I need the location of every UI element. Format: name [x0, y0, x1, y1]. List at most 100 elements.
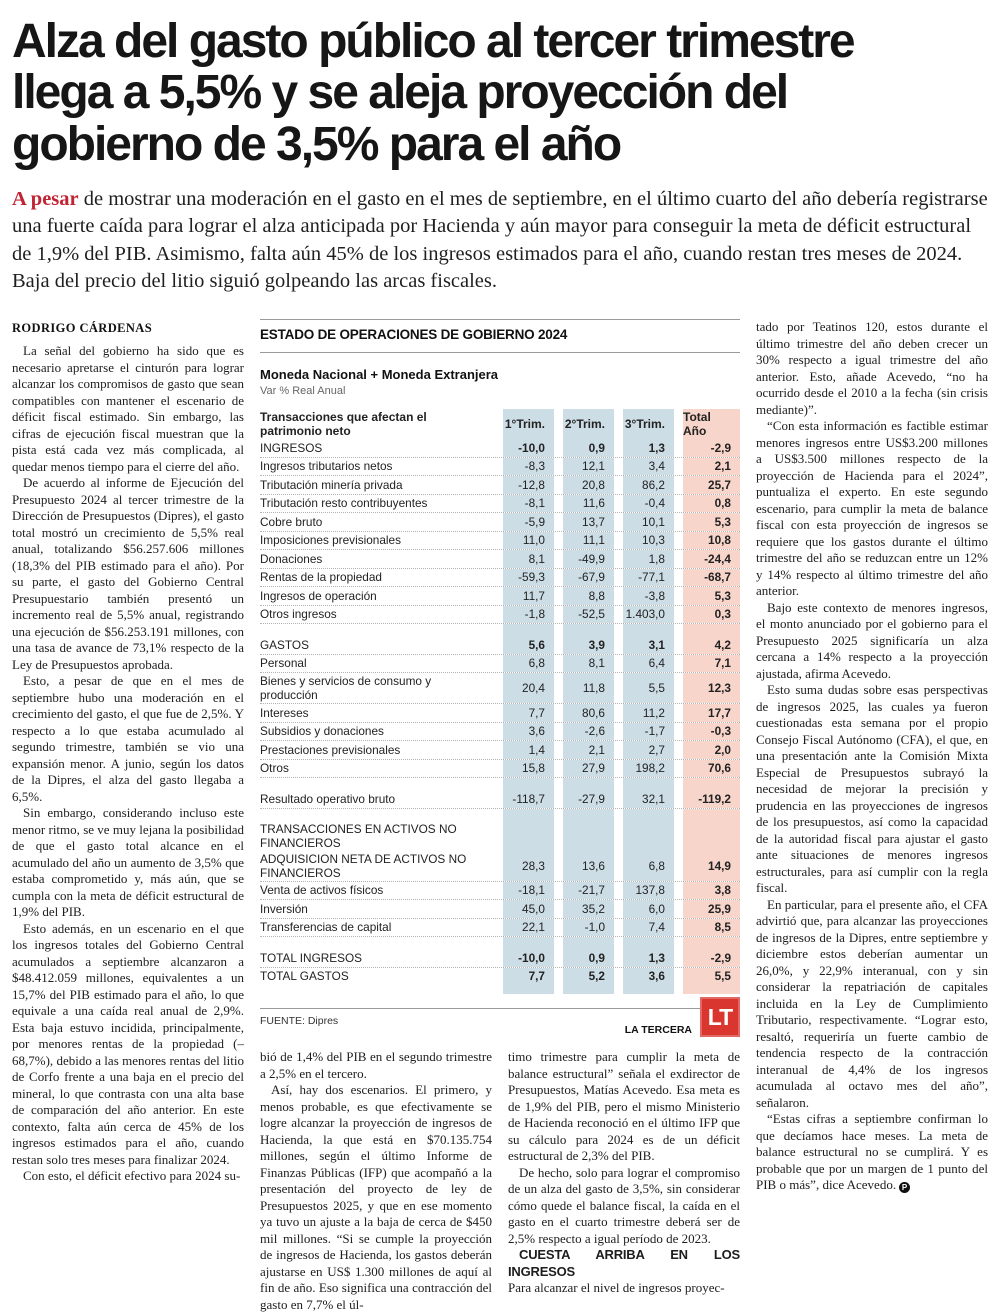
- cell-q2: 11,1: [554, 531, 614, 550]
- cell-q3: 3,1: [614, 636, 674, 654]
- table-row: TOTAL GASTOS 7,7 5,2 3,6 5,5: [260, 967, 740, 986]
- table-row: Intereses 7,7 80,6 11,2 17,7: [260, 704, 740, 723]
- fiscal-operations-table: ESTADO DE OPERACIONES DE GOBIERNO 2024 M…: [260, 319, 740, 1038]
- table-source: FUENTE: Dipres: [260, 1015, 339, 1028]
- cell-q2: -49,9: [554, 550, 614, 568]
- header-total: Total Año: [674, 409, 740, 440]
- rule-under-title: [260, 352, 740, 354]
- cell-q3: 32,1: [614, 790, 674, 808]
- row-label: Transferencias de capital: [260, 920, 392, 935]
- cell-q3: 198,2: [614, 759, 674, 778]
- cell-q3: -3,8: [614, 587, 674, 605]
- cell-q2: [554, 778, 614, 791]
- cell-q1: -8,3: [494, 457, 554, 476]
- cell-q2: -27,9: [554, 790, 614, 808]
- cell-total: 2,1: [674, 457, 740, 476]
- header-label: Transacciones que afectan el patrimonio …: [260, 410, 427, 439]
- table-row: Ingresos tributarios netos -8,3 12,1 3,4 2,1: [260, 457, 740, 477]
- cell-q3: 2,7: [614, 741, 674, 759]
- cell-q2: 0,9: [554, 949, 614, 967]
- cell-q1: 3,6: [494, 722, 554, 741]
- table-row: GASTOS 5,6 3,9 3,1 4,2: [260, 636, 740, 655]
- cell-q1: -10,0: [494, 949, 554, 967]
- cell-q2: [554, 624, 614, 637]
- section-subhead: CUESTA ARRIBA EN LOS INGRESOS: [508, 1247, 740, 1279]
- cell-q1: -18,1: [494, 881, 554, 900]
- cell-q1: [494, 985, 554, 995]
- cell-q2: 5,2: [554, 967, 614, 986]
- body-paragraph: Esto además, en un escenario en el que l…: [12, 920, 244, 1167]
- cell-q1: [494, 937, 554, 950]
- row-label: Tributación minería privada: [260, 477, 403, 492]
- cell-q2: [554, 808, 614, 821]
- row-label: Subsidios y donaciones: [260, 724, 384, 739]
- cell-total: 0,3: [674, 605, 740, 624]
- cell-q2: 0,9: [554, 439, 614, 457]
- cell-q1: 7,7: [494, 704, 554, 722]
- cell-q2: 12,1: [554, 457, 614, 476]
- cell-total: 12,3: [674, 673, 740, 704]
- row-label: GASTOS: [260, 637, 309, 652]
- table-spacer-row: [260, 937, 740, 950]
- body-paragraph: De acuerdo al informe de Ejecución del P…: [12, 475, 244, 672]
- row-label: [260, 778, 494, 790]
- cell-q3: 1,3: [614, 949, 674, 967]
- table-spacer-row: [260, 808, 740, 821]
- row-label: Ingresos tributarios netos: [260, 459, 393, 474]
- cell-q1: 11,7: [494, 587, 554, 605]
- cell-q1: 5,6: [494, 636, 554, 654]
- cell-q3: [614, 985, 674, 995]
- cell-q3: 86,2: [614, 476, 674, 494]
- cell-q1: -5,9: [494, 513, 554, 531]
- body-paragraph: “Estas cifras a septiembre confirman lo …: [756, 1111, 988, 1194]
- cell-q2: -67,9: [554, 568, 614, 587]
- cell-q1: 22,1: [494, 918, 554, 937]
- cell-q1: [494, 808, 554, 821]
- cell-q1: 45,0: [494, 900, 554, 918]
- row-label: [260, 985, 494, 994]
- cell-total: 17,7: [674, 704, 740, 722]
- cell-q3: 1.403,0: [614, 605, 674, 624]
- cell-q2: -1,0: [554, 918, 614, 937]
- cell-q1: 1,4: [494, 741, 554, 759]
- row-label: Venta de activos físicos: [260, 883, 384, 898]
- cell-q2: 27,9: [554, 759, 614, 778]
- cell-total: [674, 820, 740, 851]
- cell-q3: 6,8: [614, 850, 674, 881]
- cell-total: 5,5: [674, 967, 740, 986]
- row-label: Ingresos de operación: [260, 588, 377, 603]
- cell-q3: 137,8: [614, 881, 674, 900]
- table-row: Ingresos de operación 11,7 8,8 -3,8 5,3: [260, 587, 740, 606]
- cell-q2: 3,9: [554, 636, 614, 654]
- cell-q3: 6,0: [614, 900, 674, 918]
- cell-q1: [494, 778, 554, 791]
- table-spacer-row: [260, 778, 740, 791]
- cell-q1: -10,0: [494, 439, 554, 457]
- cell-q3: 7,4: [614, 918, 674, 937]
- row-label: INGRESOS: [260, 440, 323, 455]
- table-body: INGRESOS -10,0 0,9 1,3 -2,9 Ingresos tributar…: [260, 439, 740, 995]
- body-paragraph: Sin embargo, considerando incluso este m…: [12, 805, 244, 920]
- row-label: Cobre bruto: [260, 514, 323, 529]
- table-row: TRANSACCIONES EN ACTIVOS NO FINANCIEROS: [260, 820, 740, 851]
- body-paragraph: En particular, para el presente año, el …: [756, 896, 988, 1110]
- header-q1: 1°Trim.: [494, 409, 554, 440]
- cell-total: 3,8: [674, 881, 740, 900]
- header-q2: 2°Trim.: [554, 409, 614, 440]
- cell-total: -0,3: [674, 722, 740, 741]
- row-label: [260, 809, 494, 821]
- cell-q1: 20,4: [494, 673, 554, 704]
- row-label: TOTAL GASTOS: [260, 969, 349, 984]
- cell-total: 5,3: [674, 587, 740, 605]
- cell-q1: 15,8: [494, 759, 554, 778]
- cell-q3: 3,6: [614, 967, 674, 986]
- table-row: Donaciones 8,1 -49,9 1,8 -24,4: [260, 550, 740, 569]
- cell-total: -24,4: [674, 550, 740, 568]
- cell-q2: -21,7: [554, 881, 614, 900]
- table-row: Otros 15,8 27,9 198,2 70,6: [260, 759, 740, 779]
- table-row: Resultado operativo bruto -118,7 -27,9 32,1…: [260, 790, 740, 809]
- table-row: Bienes y servicios de consumo y producci…: [260, 673, 740, 705]
- cell-q2: 13,7: [554, 513, 614, 531]
- cell-q3: [614, 808, 674, 821]
